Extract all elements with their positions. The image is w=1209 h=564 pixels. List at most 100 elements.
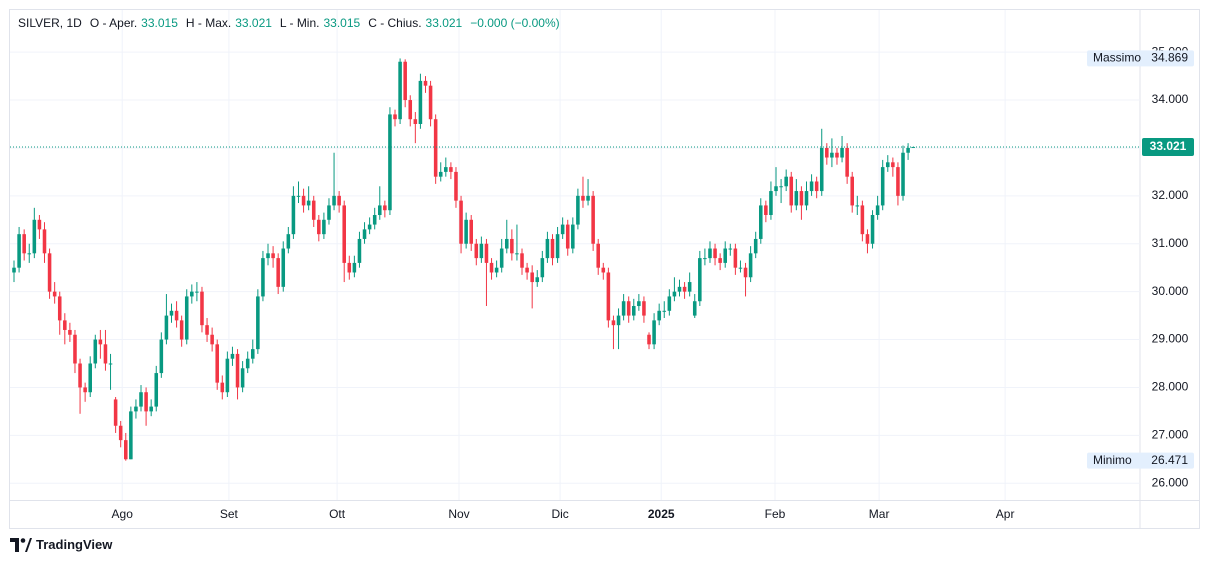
high-marker-box [1087, 50, 1194, 67]
x-tick-label: Ago [112, 507, 134, 521]
x-tick-label: Dic [551, 507, 568, 521]
ohlc-value: 33.015 [141, 16, 178, 30]
candle-body [601, 267, 606, 273]
candle-body [134, 406, 138, 412]
candle-body [662, 310, 667, 312]
candle-body [571, 224, 575, 249]
candle-body [103, 344, 108, 364]
high-marker-value: 34.869 [1151, 51, 1188, 65]
candle-body [123, 440, 128, 460]
x-tick-label: Mar [869, 507, 890, 521]
candle-body [93, 339, 98, 364]
candle-body [474, 243, 479, 259]
price-label: 33.021 [1150, 139, 1187, 153]
low-marker-label: Minimo [1093, 453, 1132, 467]
candle-body [835, 152, 839, 158]
candle-body [875, 205, 880, 216]
candle-body [555, 234, 560, 259]
candle-body [205, 325, 209, 335]
candle-body [235, 353, 240, 388]
candle-body [195, 291, 199, 293]
candle-body [865, 234, 870, 244]
x-tick-label: 2025 [648, 507, 675, 521]
x-tick-label: Apr [996, 507, 1015, 521]
candle-body [139, 392, 143, 407]
candle-body [459, 200, 463, 244]
candle-body [626, 301, 631, 316]
candle-body [337, 195, 341, 206]
candle-body [332, 195, 336, 206]
candle-body [322, 219, 326, 235]
candle-body [190, 291, 194, 297]
candle-body [896, 167, 900, 196]
candle-body [215, 344, 219, 383]
candle-body [377, 205, 382, 216]
candle-body [63, 320, 67, 330]
candle-body [464, 219, 468, 244]
y-tick-label: 29.000 [1152, 332, 1189, 346]
candle-body [591, 195, 595, 244]
candle-body [631, 306, 636, 316]
candle-body [42, 229, 47, 254]
candle-body [449, 167, 453, 172]
candle-body [682, 286, 687, 292]
candle-body [484, 243, 489, 263]
candle-body [47, 253, 52, 292]
candle-body [286, 234, 291, 249]
candle-body [256, 296, 260, 350]
candle-body [118, 425, 123, 441]
candle-body [306, 200, 311, 206]
candle-body [540, 258, 545, 278]
candle-body [372, 215, 377, 225]
candle-body [408, 100, 413, 120]
candle-body [520, 253, 524, 268]
ohlc-label: H - Max. [185, 16, 232, 30]
candle-body [317, 219, 321, 235]
ohlc-label: L - Min. [279, 16, 320, 30]
candle-body [281, 248, 286, 287]
candle-body [144, 392, 148, 412]
candle-body [809, 181, 814, 192]
candle-body [489, 262, 494, 273]
chart-frame [9, 9, 1200, 529]
candle-body [748, 253, 753, 278]
candle-body [784, 176, 788, 187]
candle-body [327, 205, 331, 220]
candle-body [113, 399, 118, 426]
candle-body [83, 387, 87, 393]
candle-body [814, 181, 819, 192]
candle-body [637, 301, 641, 307]
candle-body [677, 286, 682, 292]
candle-body [840, 147, 844, 158]
brand: TradingView [36, 537, 113, 552]
candle-body [159, 339, 164, 374]
candle-body [504, 238, 509, 249]
candle-body [647, 334, 651, 345]
candle-body [891, 162, 895, 168]
candle-body [22, 234, 26, 254]
candle-body [758, 205, 763, 239]
candle-body [657, 310, 661, 321]
candle-body [799, 191, 804, 206]
change: −0.000 (−0.00%) [470, 16, 560, 30]
candle-body [301, 195, 306, 206]
candle-body [769, 191, 773, 216]
candle-body [352, 262, 357, 273]
candle-body [753, 238, 758, 254]
candle-body [129, 411, 133, 460]
candle-body [479, 243, 484, 259]
candle-body [154, 373, 159, 407]
candle-body [525, 267, 529, 273]
candle-body [296, 195, 301, 197]
price-label-box [1142, 137, 1194, 156]
candle-body [616, 315, 621, 326]
candle-body [499, 248, 504, 268]
candle-body [311, 200, 316, 220]
candle-body [398, 61, 402, 120]
candle-body [27, 253, 32, 255]
y-tick-label: 27.000 [1152, 428, 1189, 442]
y-tick-label: 28.000 [1152, 380, 1189, 394]
candle-body [413, 119, 418, 124]
ohlc-value: 33.021 [235, 16, 272, 30]
